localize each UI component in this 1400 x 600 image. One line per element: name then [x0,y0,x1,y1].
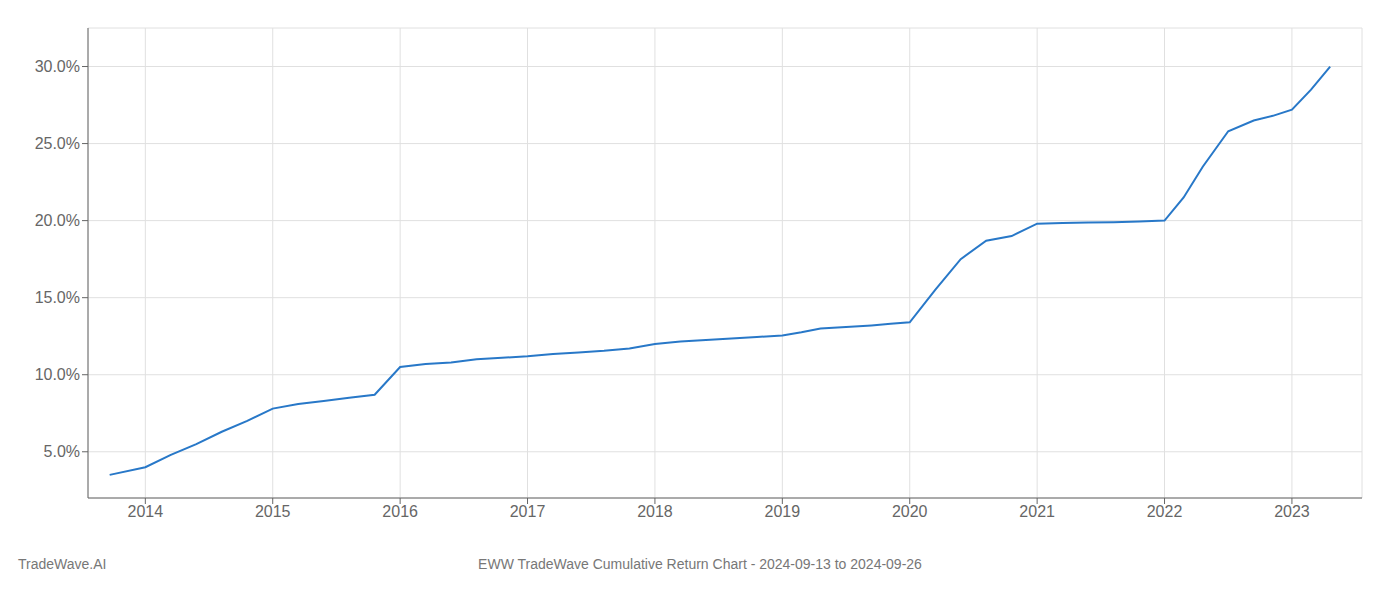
html-text:EWW TradeWave Cumulative Retur: EWW TradeWave Cumulative Return Chart - … [478,556,922,572]
svg-text:2018: 2018 [637,503,673,520]
svg-text:25.0%: 25.0% [35,135,80,152]
svg-text:2014: 2014 [128,503,164,520]
svg-text:10.0%: 10.0% [35,366,80,383]
svg-text:2015: 2015 [255,503,291,520]
svg-text:2021: 2021 [1019,503,1055,520]
svg-text:2017: 2017 [510,503,546,520]
html-text:TradeWave.AI: TradeWave.AI [18,556,107,572]
svg-text:2019: 2019 [765,503,801,520]
svg-text:2020: 2020 [892,503,928,520]
svg-text:15.0%: 15.0% [35,289,80,306]
svg-text:30.0%: 30.0% [35,58,80,75]
svg-text:2016: 2016 [382,503,418,520]
svg-text:20.0%: 20.0% [35,212,80,229]
svg-text:2022: 2022 [1147,503,1183,520]
svg-text:5.0%: 5.0% [44,443,80,460]
svg-text:2023: 2023 [1274,503,1310,520]
